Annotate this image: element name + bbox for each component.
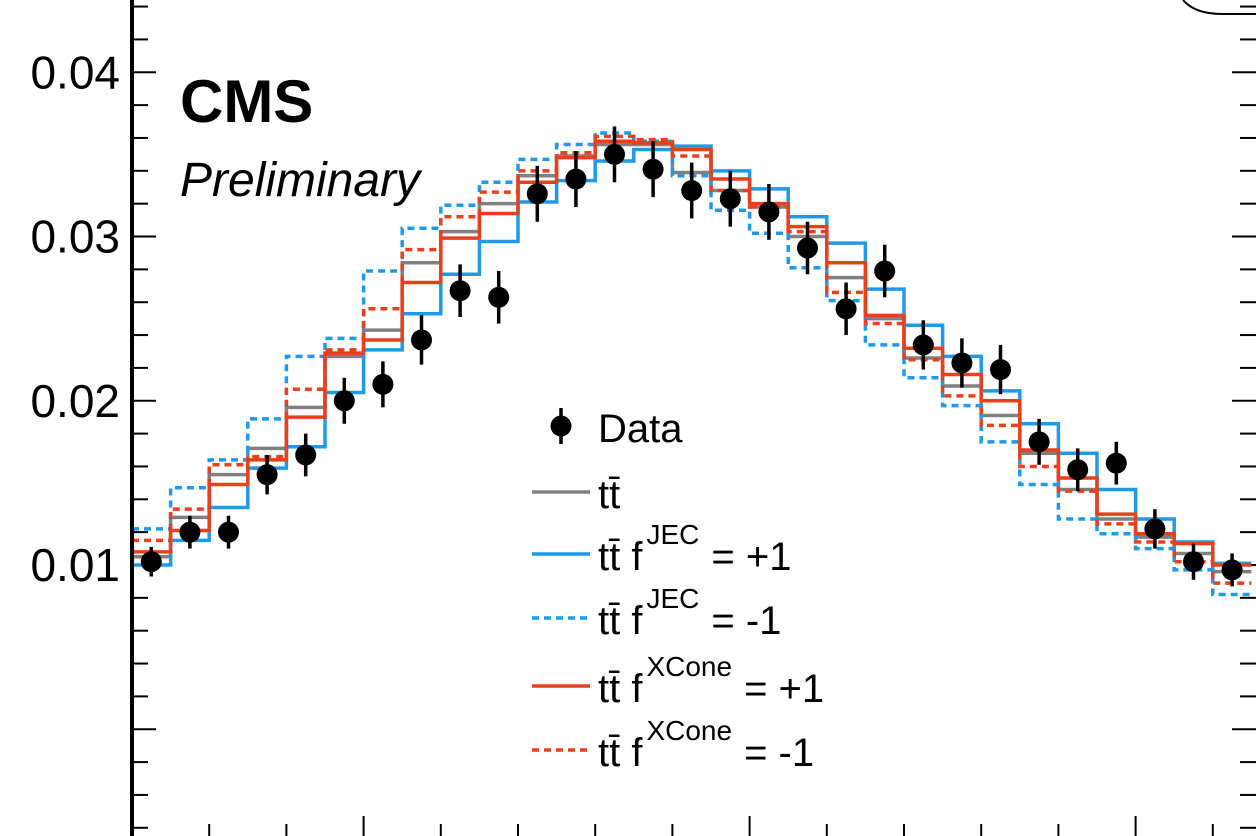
data-point [1028, 431, 1050, 453]
data-point [333, 390, 355, 412]
y-tick-labels: 0.01 0.02 0.03 0.04 [30, 46, 120, 591]
legend-label-superscript: JEC [646, 519, 699, 550]
series-jec-up-line [132, 144, 1252, 567]
preliminary-label: Preliminary [180, 154, 423, 207]
legend-label-base: tt̄ f [598, 535, 643, 579]
legend-label-base: tt̄ f [598, 599, 643, 643]
data-point [604, 143, 625, 165]
y-tick-label: 0.02 [30, 375, 120, 427]
legend-label-base: tt̄ f [598, 667, 643, 711]
data-point [372, 373, 394, 395]
data-point [912, 334, 934, 356]
legend-label-jec-down: tt̄ fJEC = -1 [598, 583, 781, 643]
data-point [140, 551, 162, 573]
y-tick-label: 0.03 [30, 211, 120, 263]
legend-label-xcone-down: tt̄ fXCone = -1 [598, 715, 814, 775]
series-xcone-up-line [132, 139, 1252, 567]
data-point [719, 188, 741, 210]
legend-label-superscript: XCone [646, 651, 732, 682]
legend-data-marker [550, 415, 572, 437]
data-point [449, 280, 471, 302]
legend-label-superscript: XCone [646, 715, 732, 746]
data-point [1183, 551, 1204, 573]
legend-label-value: = -1 [711, 599, 781, 643]
legend-label-value: = -1 [744, 731, 814, 775]
data-point [951, 352, 973, 374]
legend-label-value: = +1 [711, 535, 791, 579]
y-tick-label: 0.01 [30, 539, 120, 591]
data-point [758, 201, 780, 223]
data-point [1067, 459, 1089, 481]
data-point [874, 260, 896, 282]
data-point [1105, 452, 1127, 474]
axis-ticks [131, 5, 1256, 836]
partial-decoration [1182, 0, 1256, 15]
legend-label-base: tt̄ f [598, 731, 643, 775]
data-point [256, 464, 278, 486]
data-layer [140, 126, 1243, 587]
legend-label-nominal: tt̄ [598, 473, 620, 517]
data-point [565, 168, 587, 190]
data-point [797, 237, 818, 259]
legend-label-value: = +1 [744, 667, 824, 711]
data-point [990, 359, 1011, 381]
data-point [681, 180, 703, 202]
legend-label-data: Data [598, 407, 683, 451]
data-point [835, 298, 857, 320]
legend-label-jec-up: tt̄ fJEC = +1 [598, 519, 791, 579]
data-point [218, 521, 239, 543]
legend-label-superscript: JEC [646, 583, 699, 614]
data-point [1221, 559, 1243, 581]
data-point [526, 183, 548, 205]
data-point [295, 444, 317, 466]
data-point [488, 286, 510, 308]
data-point [1144, 518, 1166, 540]
data-point [642, 158, 664, 180]
cms-label: CMS [180, 68, 313, 135]
data-point [411, 329, 432, 351]
data-point [179, 521, 201, 543]
legend-label-xcone-up: tt̄ fXCone = +1 [598, 651, 824, 711]
y-tick-label: 0.04 [30, 46, 120, 98]
